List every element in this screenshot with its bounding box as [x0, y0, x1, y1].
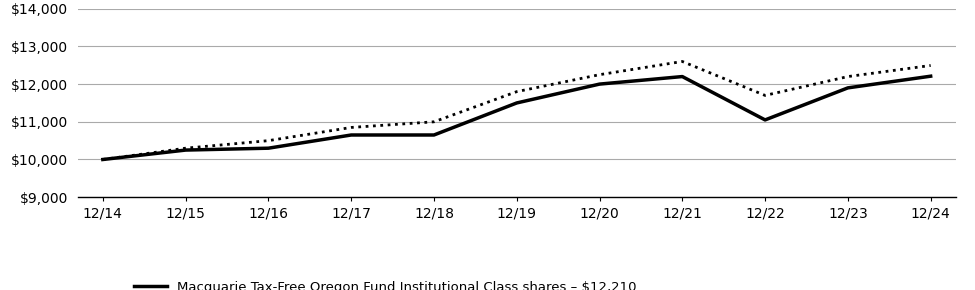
- Bloomberg Municipal Bond Index – $12,494: [760, 94, 771, 97]
- Macquarie Tax-Free Oregon Fund Institutional Class shares – $12,210: [594, 82, 605, 86]
- Macquarie Tax-Free Oregon Fund Institutional Class shares – $12,210: [428, 133, 440, 137]
- Line: Bloomberg Municipal Bond Index – $12,494: Bloomberg Municipal Bond Index – $12,494: [102, 61, 931, 160]
- Bloomberg Municipal Bond Index – $12,494: [511, 90, 523, 93]
- Macquarie Tax-Free Oregon Fund Institutional Class shares – $12,210: [262, 146, 274, 150]
- Bloomberg Municipal Bond Index – $12,494: [262, 139, 274, 142]
- Bloomberg Municipal Bond Index – $12,494: [97, 158, 108, 161]
- Bloomberg Municipal Bond Index – $12,494: [345, 126, 357, 129]
- Bloomberg Municipal Bond Index – $12,494: [677, 60, 688, 63]
- Macquarie Tax-Free Oregon Fund Institutional Class shares – $12,210: [97, 158, 108, 161]
- Bloomberg Municipal Bond Index – $12,494: [428, 120, 440, 124]
- Bloomberg Municipal Bond Index – $12,494: [925, 64, 937, 67]
- Bloomberg Municipal Bond Index – $12,494: [594, 73, 605, 76]
- Legend: Macquarie Tax-Free Oregon Fund Institutional Class shares – $12,210, Bloomberg M: Macquarie Tax-Free Oregon Fund Instituti…: [129, 276, 643, 290]
- Macquarie Tax-Free Oregon Fund Institutional Class shares – $12,210: [925, 75, 937, 78]
- Macquarie Tax-Free Oregon Fund Institutional Class shares – $12,210: [842, 86, 854, 90]
- Bloomberg Municipal Bond Index – $12,494: [179, 146, 191, 150]
- Macquarie Tax-Free Oregon Fund Institutional Class shares – $12,210: [511, 101, 523, 105]
- Macquarie Tax-Free Oregon Fund Institutional Class shares – $12,210: [345, 133, 357, 137]
- Macquarie Tax-Free Oregon Fund Institutional Class shares – $12,210: [760, 118, 771, 122]
- Macquarie Tax-Free Oregon Fund Institutional Class shares – $12,210: [677, 75, 688, 78]
- Line: Macquarie Tax-Free Oregon Fund Institutional Class shares – $12,210: Macquarie Tax-Free Oregon Fund Instituti…: [102, 76, 931, 160]
- Macquarie Tax-Free Oregon Fund Institutional Class shares – $12,210: [179, 148, 191, 152]
- Bloomberg Municipal Bond Index – $12,494: [842, 75, 854, 78]
